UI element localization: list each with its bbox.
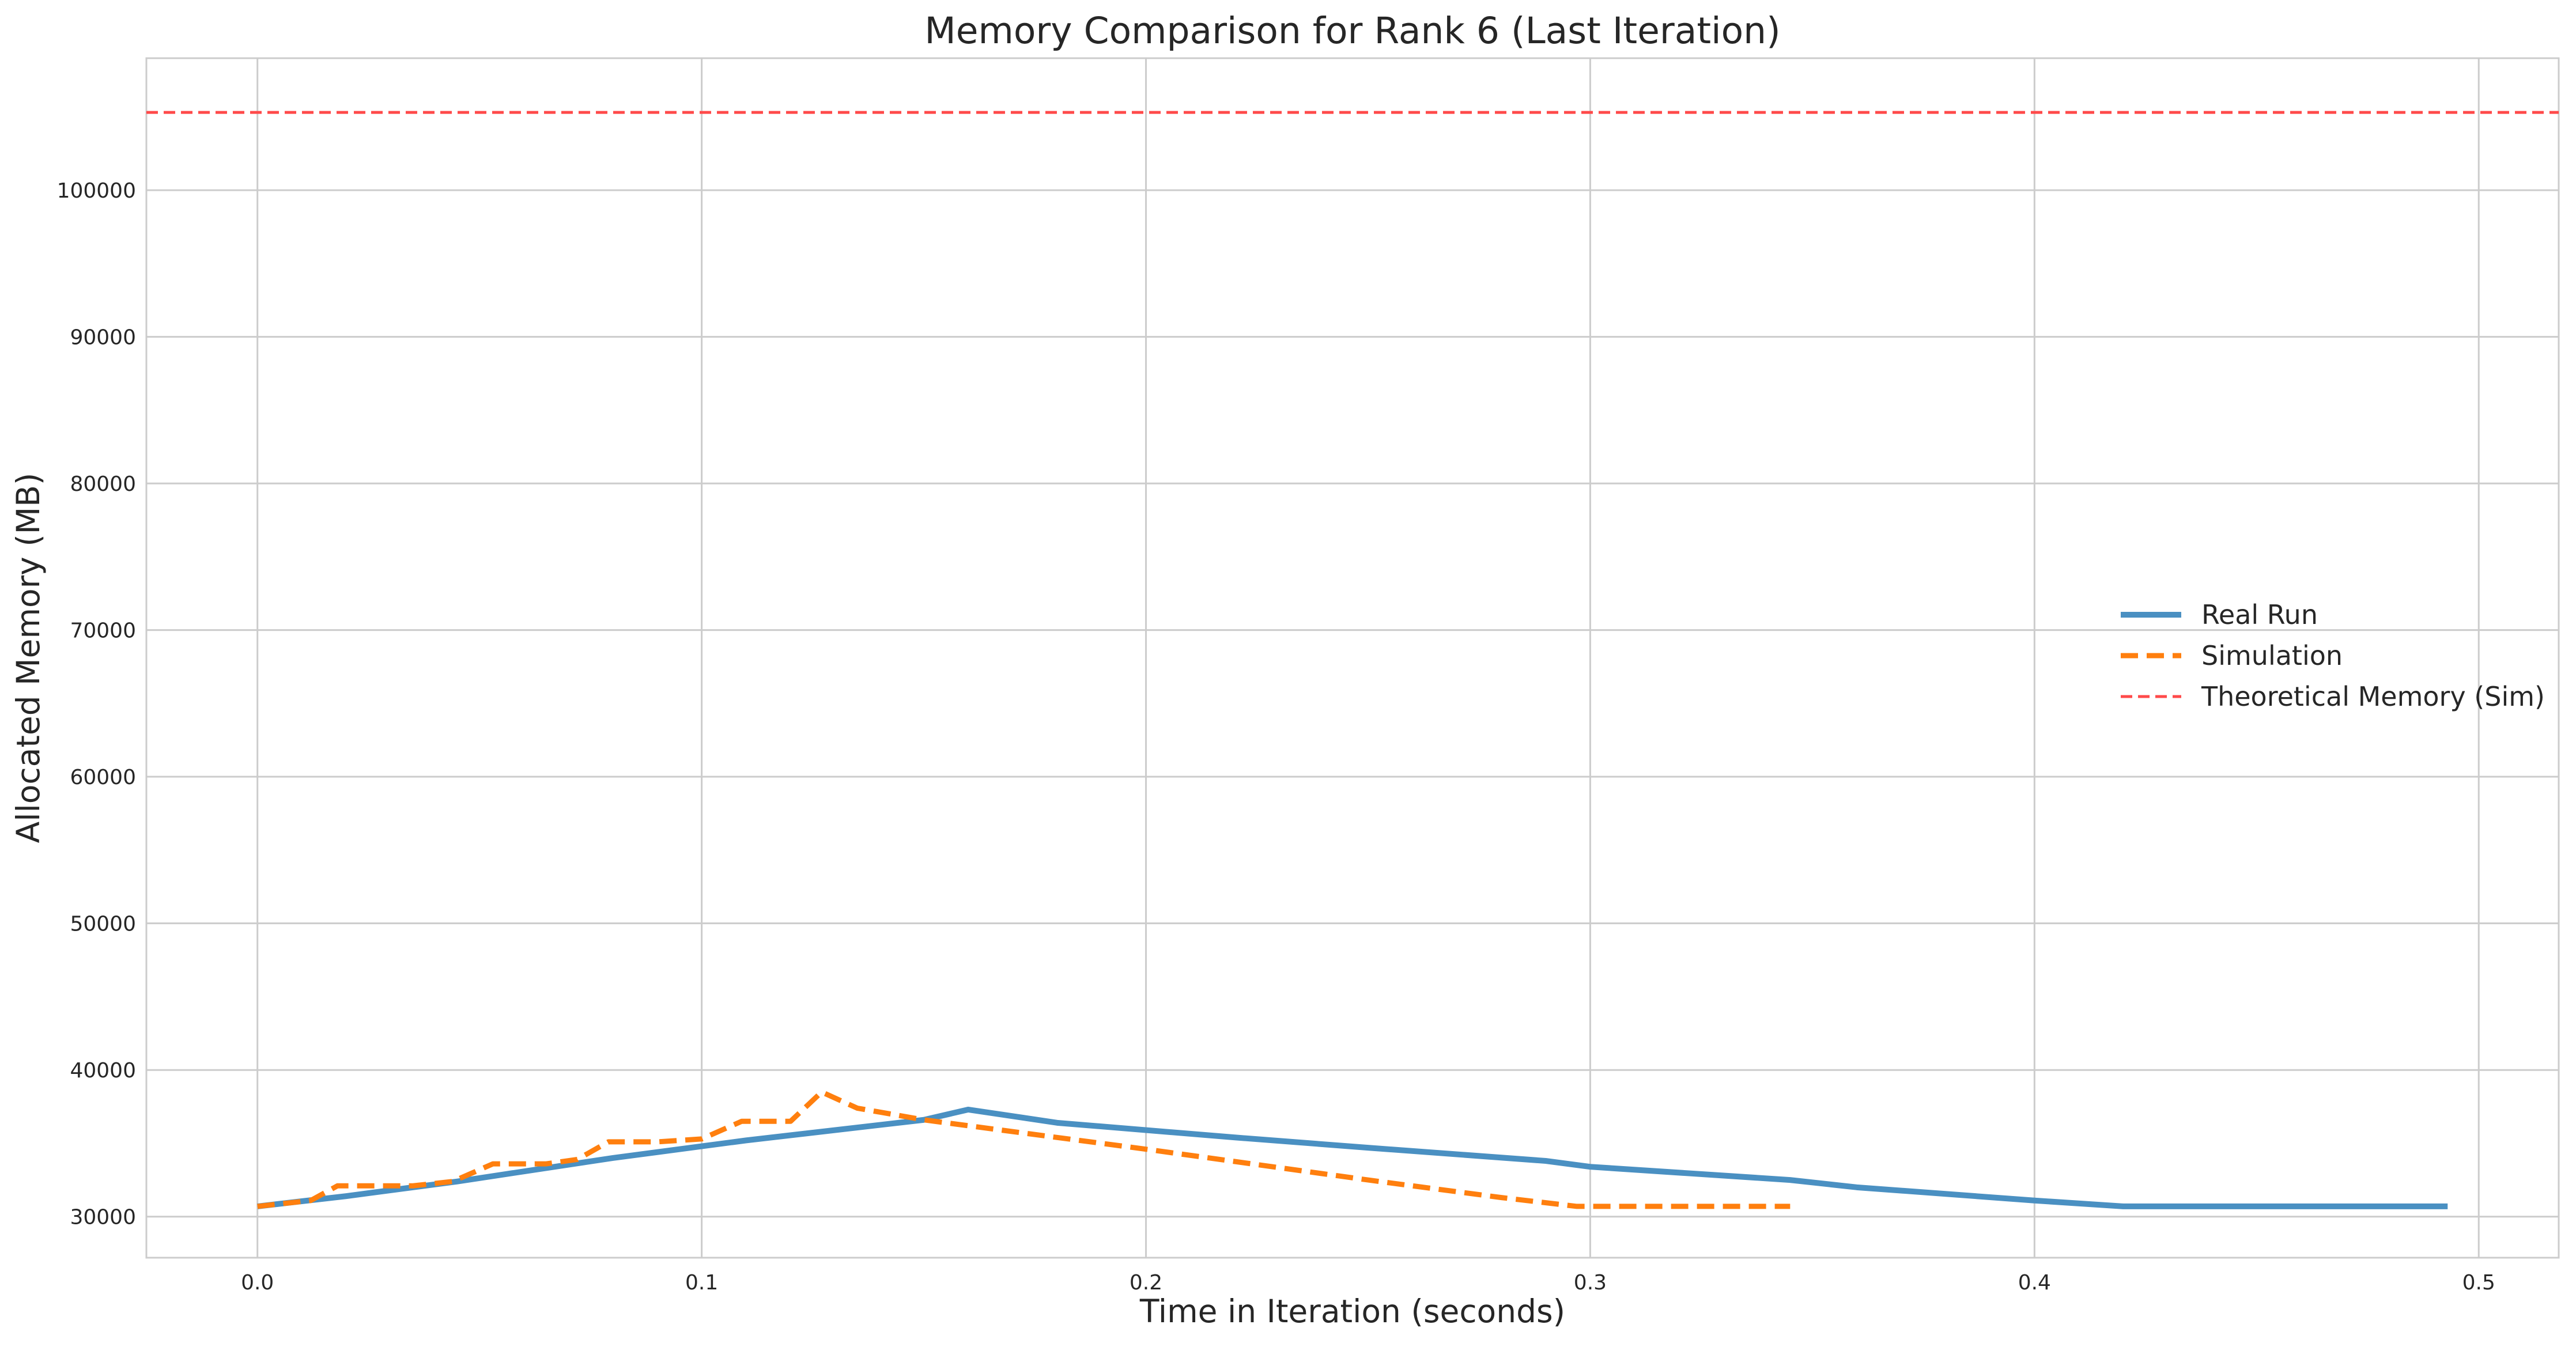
x-tick-label: 0.1 bbox=[685, 1271, 718, 1295]
grid-lines bbox=[146, 58, 2559, 1258]
simulation-line bbox=[257, 1089, 1791, 1209]
legend-label-theoretical-memory: Theoretical Memory (Sim) bbox=[2201, 681, 2545, 712]
y-axis-label: Allocated Memory (MB) bbox=[10, 473, 47, 843]
legend-label-simulation: Simulation bbox=[2201, 640, 2343, 671]
legend-label-real-run: Real Run bbox=[2201, 599, 2318, 630]
x-axis-label: Time in Iteration (seconds) bbox=[1139, 1293, 1565, 1330]
y-tick-label: 100000 bbox=[57, 179, 136, 203]
real-run-line bbox=[257, 1106, 2448, 1209]
x-tick-label: 0.5 bbox=[2462, 1271, 2495, 1295]
legend: Real Run Simulation Theoretical Memory (… bbox=[2121, 599, 2545, 712]
y-tick-label: 70000 bbox=[70, 619, 136, 643]
x-tick-label: 0.4 bbox=[2018, 1271, 2051, 1295]
y-tick-label: 30000 bbox=[70, 1206, 136, 1229]
plot-frame bbox=[145, 57, 2560, 1259]
series-layer bbox=[146, 111, 2559, 1209]
y-tick-label: 60000 bbox=[70, 766, 136, 789]
x-tick-label: 0.3 bbox=[1574, 1271, 1607, 1295]
y-tick-label: 40000 bbox=[70, 1059, 136, 1083]
x-tick-label: 0.2 bbox=[1130, 1271, 1162, 1295]
x-tick-label: 0.0 bbox=[241, 1271, 274, 1295]
y-tick-label: 90000 bbox=[70, 326, 136, 350]
y-tick-label: 80000 bbox=[70, 472, 136, 496]
chart-title: Memory Comparison for Rank 6 (Last Itera… bbox=[924, 10, 1780, 52]
y-tick-label: 50000 bbox=[70, 913, 136, 936]
tick-labels: 0.0 0.1 0.2 0.3 0.4 0.5 30000 40000 50000 60000 70… bbox=[57, 179, 2495, 1295]
